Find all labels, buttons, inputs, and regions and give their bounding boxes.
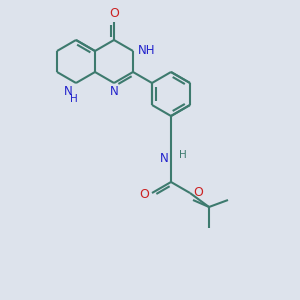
Text: O: O [109,7,119,20]
Text: H: H [179,150,187,160]
Text: O: O [193,185,203,199]
Text: N: N [64,85,73,98]
Text: N: N [160,152,169,166]
Text: N: N [110,85,118,98]
Text: O: O [139,188,149,200]
Text: NH: NH [138,44,155,56]
Text: H: H [70,94,78,104]
